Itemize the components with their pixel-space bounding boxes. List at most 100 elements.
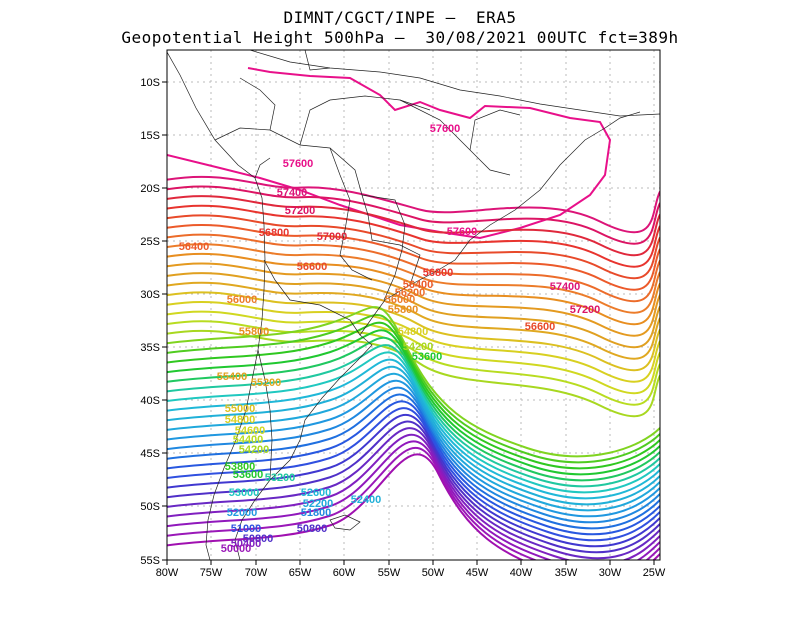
map-gridlines	[167, 50, 660, 560]
map-title-line-2: Geopotential Height 500hPa – 30/08/2021 …	[121, 28, 679, 47]
contour-label: 52600	[301, 487, 332, 499]
contour-line	[167, 358, 660, 500]
contour-line	[167, 351, 660, 494]
contour-line	[167, 447, 660, 560]
contour-line	[167, 281, 660, 360]
contour-label: 57600	[430, 123, 461, 135]
contour-label: 54200	[239, 444, 270, 456]
contour-label: 56000	[385, 294, 416, 306]
contour-label: 51000	[231, 523, 262, 535]
contour-line	[167, 344, 660, 488]
latitude-tick-label: 55S	[140, 555, 160, 567]
longitude-labels: 80W 75W 70W 65W 60W 55W 50W 45W 40W 35W 30W 25W	[156, 567, 666, 579]
contour-label: 57400	[550, 281, 581, 293]
contour-line	[167, 400, 660, 536]
contour-label: 57000	[317, 231, 348, 243]
contour-line	[167, 67, 612, 240]
latitude-tick-label: 30S	[140, 289, 160, 301]
longitude-tick-label: 45W	[466, 567, 489, 579]
contour-label: 53600	[233, 469, 264, 481]
contour-label: 54800	[398, 326, 429, 338]
contour-label: 52000	[227, 507, 258, 519]
contour-label: 57400	[277, 187, 308, 199]
latitude-tick-label: 15S	[140, 130, 160, 142]
contour-label: 55000	[225, 403, 256, 415]
contour-label: 56800	[259, 227, 290, 239]
longitude-tick-label: 25W	[643, 567, 666, 579]
longitude-tick-label: 35W	[555, 567, 578, 579]
contour-line	[167, 372, 660, 512]
contour-label: 54800	[225, 414, 256, 426]
contour-line	[167, 379, 660, 518]
contour-line	[167, 301, 660, 383]
contour-line	[167, 262, 660, 337]
longitude-tick-label: 30W	[599, 567, 622, 579]
contour-label: 57600	[447, 226, 478, 238]
contour-label: 50800	[243, 533, 274, 545]
contour-label: 50800	[297, 523, 328, 535]
longitude-tick-label: 75W	[200, 567, 223, 579]
contour-label: 55400	[217, 371, 248, 383]
contour-line	[167, 440, 660, 560]
longitude-tick-label: 55W	[378, 567, 401, 579]
contour-label: 56600	[525, 321, 556, 333]
continent-outlines	[167, 50, 660, 560]
latitude-tick-label: 50S	[140, 501, 160, 513]
contour-line	[167, 365, 660, 506]
latitude-tick-label: 10S	[140, 77, 160, 89]
contour-label: 56800	[423, 267, 454, 279]
contour-line	[167, 195, 660, 257]
map-frame	[166, 49, 661, 561]
contour-line	[167, 243, 660, 314]
contour-line	[167, 306, 660, 458]
contour-line	[167, 224, 660, 291]
contour-line	[167, 329, 660, 476]
contour-line	[167, 252, 660, 326]
latitude-tick-label: 20S	[140, 183, 160, 195]
axis-ticks	[162, 81, 655, 565]
contour-label: 53600	[412, 351, 443, 363]
contour-label: 52400	[351, 494, 382, 506]
contour-line	[167, 291, 660, 372]
contour-label: 56400	[179, 241, 210, 253]
contour-label: 55800	[239, 326, 270, 338]
contour-line	[167, 427, 660, 560]
contour-label: 54200	[403, 341, 434, 353]
contour-line	[167, 313, 660, 464]
contour-line	[167, 320, 660, 406]
latitude-tick-label: 40S	[140, 395, 160, 407]
contour-line	[167, 272, 660, 349]
contour-label: 57200	[570, 304, 601, 316]
contour-line	[167, 175, 660, 234]
contour-label: 57600	[283, 158, 314, 170]
contour-line	[167, 386, 660, 524]
contour-label: 53200	[265, 472, 296, 484]
longitude-tick-label: 80W	[156, 567, 179, 579]
contour-label: 56000	[227, 294, 258, 306]
longitude-tick-label: 60W	[333, 567, 356, 579]
contour-label: 52200	[303, 498, 334, 510]
geopotential-contours	[167, 67, 660, 560]
contour-label: 54400	[233, 434, 264, 446]
contour-label: 53000	[229, 487, 260, 499]
contour-label: 50400	[231, 538, 262, 550]
longitude-tick-label: 50W	[422, 567, 445, 579]
contour-label: 56200	[395, 287, 426, 299]
longitude-tick-label: 65W	[289, 567, 312, 579]
contour-line	[167, 185, 660, 245]
contour-label: 55200	[251, 377, 282, 389]
contour-line	[167, 413, 660, 548]
contour-label: 53800	[225, 461, 256, 473]
contour-line	[167, 310, 660, 395]
latitude-tick-label: 25S	[140, 236, 160, 248]
contour-label: 51800	[301, 507, 332, 519]
map-title-line-1: DIMNT/CGCT/INPE – ERA5	[283, 8, 517, 27]
latitude-tick-label: 35S	[140, 342, 160, 354]
latitude-tick-label: 45S	[140, 448, 160, 460]
contour-labels: 57600 57600 57600 57400 57400 57200 57200 57000…	[179, 123, 601, 555]
contour-label: 55800	[388, 304, 419, 316]
contour-line	[167, 336, 660, 482]
contour-label: 50000	[221, 543, 252, 555]
latitude-labels: 10S 15S 20S 25S 30S 35S 40S 45S 50S 55S	[140, 77, 160, 567]
